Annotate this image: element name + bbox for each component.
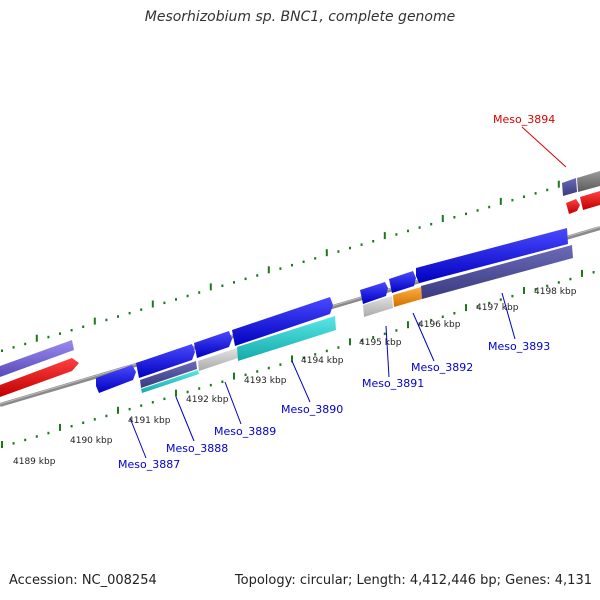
cds-right-dgrey[interactable] — [577, 171, 600, 192]
cds-meso-3888-cyan[interactable] — [141, 370, 199, 393]
outer-tick-track — [1, 175, 595, 352]
genome-stats-text: Topology: circular; Length: 4,412,446 bp… — [234, 573, 592, 588]
cds-meso-3889-grey[interactable] — [198, 348, 238, 371]
callout-line-meso-3889 — [224, 381, 242, 425]
cds-meso-3891-fwd[interactable] — [360, 282, 388, 304]
tick-label: 4193 kbp — [244, 376, 287, 386]
callout-line-meso-3893 — [501, 292, 516, 340]
cds-meso-3888-fwd[interactable] — [136, 344, 195, 378]
gene-label-meso-3887[interactable]: Meso_3887 — [118, 458, 180, 471]
cds-left-red[interactable] — [0, 358, 79, 397]
gene-label-meso-3893[interactable]: Meso_3893 — [488, 340, 550, 353]
tick-label: 4198 kbp — [534, 287, 577, 297]
gene-label-meso-3894[interactable]: Meso_3894 — [493, 113, 555, 126]
cds-meso-3890-cyan[interactable] — [237, 316, 336, 361]
cds-meso-3888-navy[interactable] — [140, 361, 197, 388]
page-title: Mesorhizobium sp. BNC1, complete genome — [144, 9, 456, 25]
tick-label: 4191 kbp — [128, 416, 171, 426]
callout-line-meso-3894 — [521, 126, 567, 168]
callout-lines — [129, 292, 516, 459]
tick-label: 4194 kbp — [301, 356, 344, 366]
gene-labels: Meso_3887 Meso_3888 Meso_3889 Meso_3890 … — [118, 113, 555, 471]
callout-line-meso-3892 — [412, 312, 435, 362]
tick-label: 4196 kbp — [418, 320, 461, 330]
cds-meso-3887[interactable] — [96, 365, 136, 393]
cds-meso-3891-grey[interactable] — [363, 296, 393, 317]
cds-right-red[interactable] — [580, 191, 600, 210]
callout-line-meso-3887 — [129, 417, 147, 459]
callout-line-meso-3891 — [385, 325, 390, 378]
inner-tick-track — [1, 269, 595, 448]
gene-label-meso-3891[interactable]: Meso_3891 — [362, 377, 424, 390]
cds-meso-3892-fwd[interactable] — [389, 271, 416, 293]
tick-label: 4195 kbp — [359, 338, 402, 348]
gene-label-meso-3890[interactable]: Meso_3890 — [281, 403, 343, 416]
gene-label-meso-3892[interactable]: Meso_3892 — [411, 361, 473, 374]
callout-line-meso-3888 — [175, 396, 195, 442]
tick-labels: 4189 kbp 4190 kbp 4191 kbp 4192 kbp 4193… — [13, 287, 577, 467]
cds-meso-3893-navy[interactable] — [421, 245, 573, 299]
cds-meso-3890-fwd[interactable] — [232, 297, 333, 346]
tick-label: 4197 kbp — [476, 303, 519, 313]
tick-label: 4190 kbp — [70, 436, 113, 446]
gene-label-meso-3888[interactable]: Meso_3888 — [166, 442, 228, 455]
callout-line-meso-3890 — [291, 360, 311, 403]
cds-left-lavender[interactable] — [0, 340, 74, 377]
gene-label-meso-3889[interactable]: Meso_3889 — [214, 425, 276, 438]
cds-meso-3894-navy[interactable] — [562, 178, 577, 196]
tick-label: 4189 kbp — [13, 457, 56, 467]
accession-text: Accession: NC_008254 — [9, 573, 157, 588]
cds-meso-3894-red[interactable] — [566, 199, 580, 214]
cds-meso-3893-fwd[interactable] — [416, 228, 568, 283]
cds-meso-3892-orange[interactable] — [393, 287, 422, 307]
tick-label: 4192 kbp — [186, 395, 229, 405]
cds-meso-3889-fwd[interactable] — [194, 331, 232, 358]
